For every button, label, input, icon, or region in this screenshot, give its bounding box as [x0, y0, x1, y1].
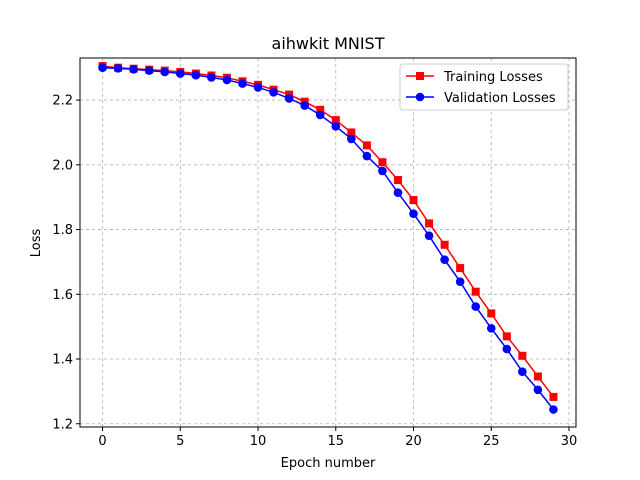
data-point-training [533, 372, 542, 381]
data-point-validation [238, 79, 247, 88]
data-point-validation [486, 323, 496, 333]
x-tick-label: 30 [561, 434, 578, 449]
y-tick-label: 2.0 [52, 158, 73, 173]
x-axis-label: Epoch number [281, 456, 376, 471]
series-line-validation [102, 66, 555, 410]
x-tick-label: 25 [483, 434, 500, 449]
data-point-validation [175, 69, 185, 78]
data-point-validation [549, 405, 558, 414]
data-point-validation [284, 94, 294, 103]
data-point-training [393, 176, 402, 185]
data-point-validation [300, 101, 309, 110]
data-point-validation [455, 277, 465, 286]
x-tick-label: 5 [176, 434, 184, 449]
data-point-validation [269, 88, 278, 97]
data-point-training [518, 351, 527, 360]
data-point-validation [347, 134, 356, 144]
data-point-validation [518, 367, 527, 376]
legend-label-training: Training Losses [443, 70, 543, 85]
data-point-training [347, 128, 356, 137]
x-tick-label: 15 [328, 434, 345, 449]
data-point-training [456, 264, 465, 273]
data-point-validation [191, 70, 201, 80]
data-point-training [409, 196, 418, 205]
data-point-training [316, 105, 325, 114]
legend-marker-validation [415, 92, 425, 102]
data-point-training [378, 158, 387, 167]
data-point-validation [409, 209, 418, 218]
data-point-validation [502, 344, 512, 354]
series-layer [98, 62, 558, 414]
data-point-validation [315, 110, 325, 120]
x-tick-label: 10 [250, 434, 267, 449]
data-point-validation [440, 255, 449, 264]
data-point-validation [362, 151, 372, 161]
data-point-validation [393, 188, 403, 197]
data-point-validation [129, 65, 138, 74]
data-point-validation [222, 75, 232, 85]
chart-title: aihwkit MNIST [272, 34, 385, 53]
legend-box [399, 63, 569, 111]
y-tick-label: 1.6 [52, 288, 73, 303]
series-line-training [102, 65, 555, 398]
legend-label-validation: Validation Losses [444, 91, 556, 106]
y-tick-label: 1.8 [52, 223, 73, 238]
x-axis-ticks: 0 5 10 15 20 25 30 [98, 427, 577, 449]
legend: Training Losses Validation Losses [399, 63, 569, 111]
data-point-validation [424, 231, 434, 241]
data-point-validation [471, 302, 481, 311]
y-axis-label: Loss [29, 229, 44, 258]
data-point-training [502, 332, 511, 341]
data-point-training [549, 392, 558, 401]
y-tick-label: 1.2 [52, 417, 73, 432]
data-point-validation [98, 63, 107, 73]
data-point-validation [144, 66, 154, 75]
data-point-validation [207, 73, 216, 82]
y-tick-label: 2.2 [52, 94, 73, 109]
data-point-training [440, 240, 449, 249]
data-point-validation [331, 121, 341, 131]
data-point-training [425, 219, 434, 228]
data-point-training [471, 287, 480, 296]
data-point-validation [160, 67, 170, 77]
plot-frame [79, 57, 577, 428]
data-point-training [487, 309, 496, 318]
data-point-validation [378, 166, 387, 176]
data-point-training [362, 141, 371, 150]
grid-lines [80, 58, 576, 427]
x-tick-label: 0 [98, 434, 106, 449]
data-point-training [331, 116, 340, 125]
data-point-validation [533, 385, 543, 395]
y-axis-ticks: 1.2 1.4 1.6 1.8 2.0 2.2 [52, 94, 80, 432]
legend-marker-training [416, 72, 424, 80]
data-point-validation [113, 64, 123, 73]
data-point-validation [253, 83, 263, 92]
y-tick-label: 1.4 [52, 353, 73, 368]
x-tick-label: 20 [405, 434, 422, 449]
